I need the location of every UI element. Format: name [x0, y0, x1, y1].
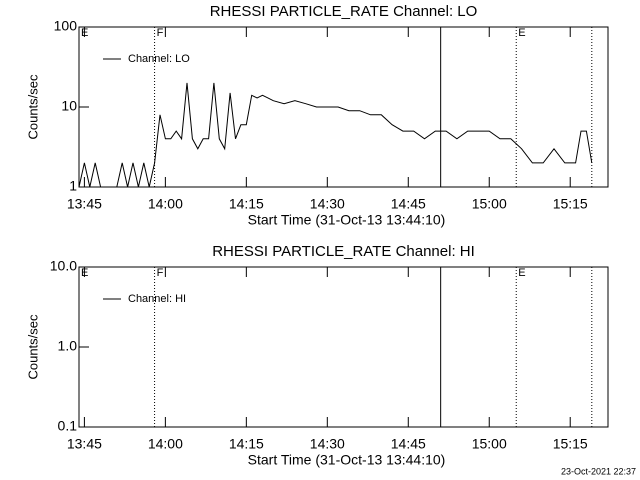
marker-label: F — [157, 267, 164, 279]
data-line — [78, 82, 593, 188]
x-tick-label: 15:15 — [553, 196, 588, 212]
x-tick-label: 15:00 — [472, 436, 507, 452]
x-tick-label: 14:45 — [391, 196, 426, 212]
x-tick-label: 14:00 — [148, 436, 183, 452]
chart-title: RHESSI PARTICLE_RATE Channel: LO — [210, 3, 478, 20]
plot-frame — [78, 266, 609, 428]
chart-title: RHESSI PARTICLE_RATE Channel: HI — [212, 243, 475, 260]
y-tick-label: 10.0 — [50, 258, 77, 274]
x-tick-label: 15:15 — [553, 436, 588, 452]
x-tick-label: 14:30 — [310, 196, 345, 212]
legend-label: Channel: HI — [128, 293, 186, 305]
y-tick-label: 0.1 — [58, 418, 78, 434]
x-tick-label: 13:45 — [67, 436, 102, 452]
marker-label: E — [81, 267, 88, 279]
marker-label: E — [518, 267, 525, 279]
legend-label: Channel: LO — [128, 53, 190, 65]
x-tick-label: 14:15 — [229, 196, 264, 212]
marker-label: E — [81, 27, 88, 39]
x-axis-label: Start Time (31-Oct-13 13:44:10) — [248, 212, 446, 228]
timestamp: 23-Oct-2021 22:37 — [561, 466, 636, 476]
y-tick-label: 100 — [54, 18, 78, 34]
y-tick-label: 1 — [69, 178, 77, 194]
y-tick-label: 1.0 — [58, 338, 78, 354]
y-tick-label: 10 — [61, 98, 77, 114]
x-tick-label: 13:45 — [67, 196, 102, 212]
x-axis-label: Start Time (31-Oct-13 13:44:10) — [248, 452, 446, 468]
y-axis-label: Counts/sec — [25, 314, 40, 380]
marker-label: F — [157, 27, 164, 39]
x-tick-label: 14:30 — [310, 436, 345, 452]
x-tick-label: 14:15 — [229, 436, 264, 452]
x-tick-label: 15:00 — [472, 196, 507, 212]
plot-frame — [78, 26, 609, 188]
marker-label: E — [518, 27, 525, 39]
x-tick-label: 14:45 — [391, 436, 426, 452]
y-axis-label: Counts/sec — [25, 74, 40, 140]
x-tick-label: 14:00 — [148, 196, 183, 212]
